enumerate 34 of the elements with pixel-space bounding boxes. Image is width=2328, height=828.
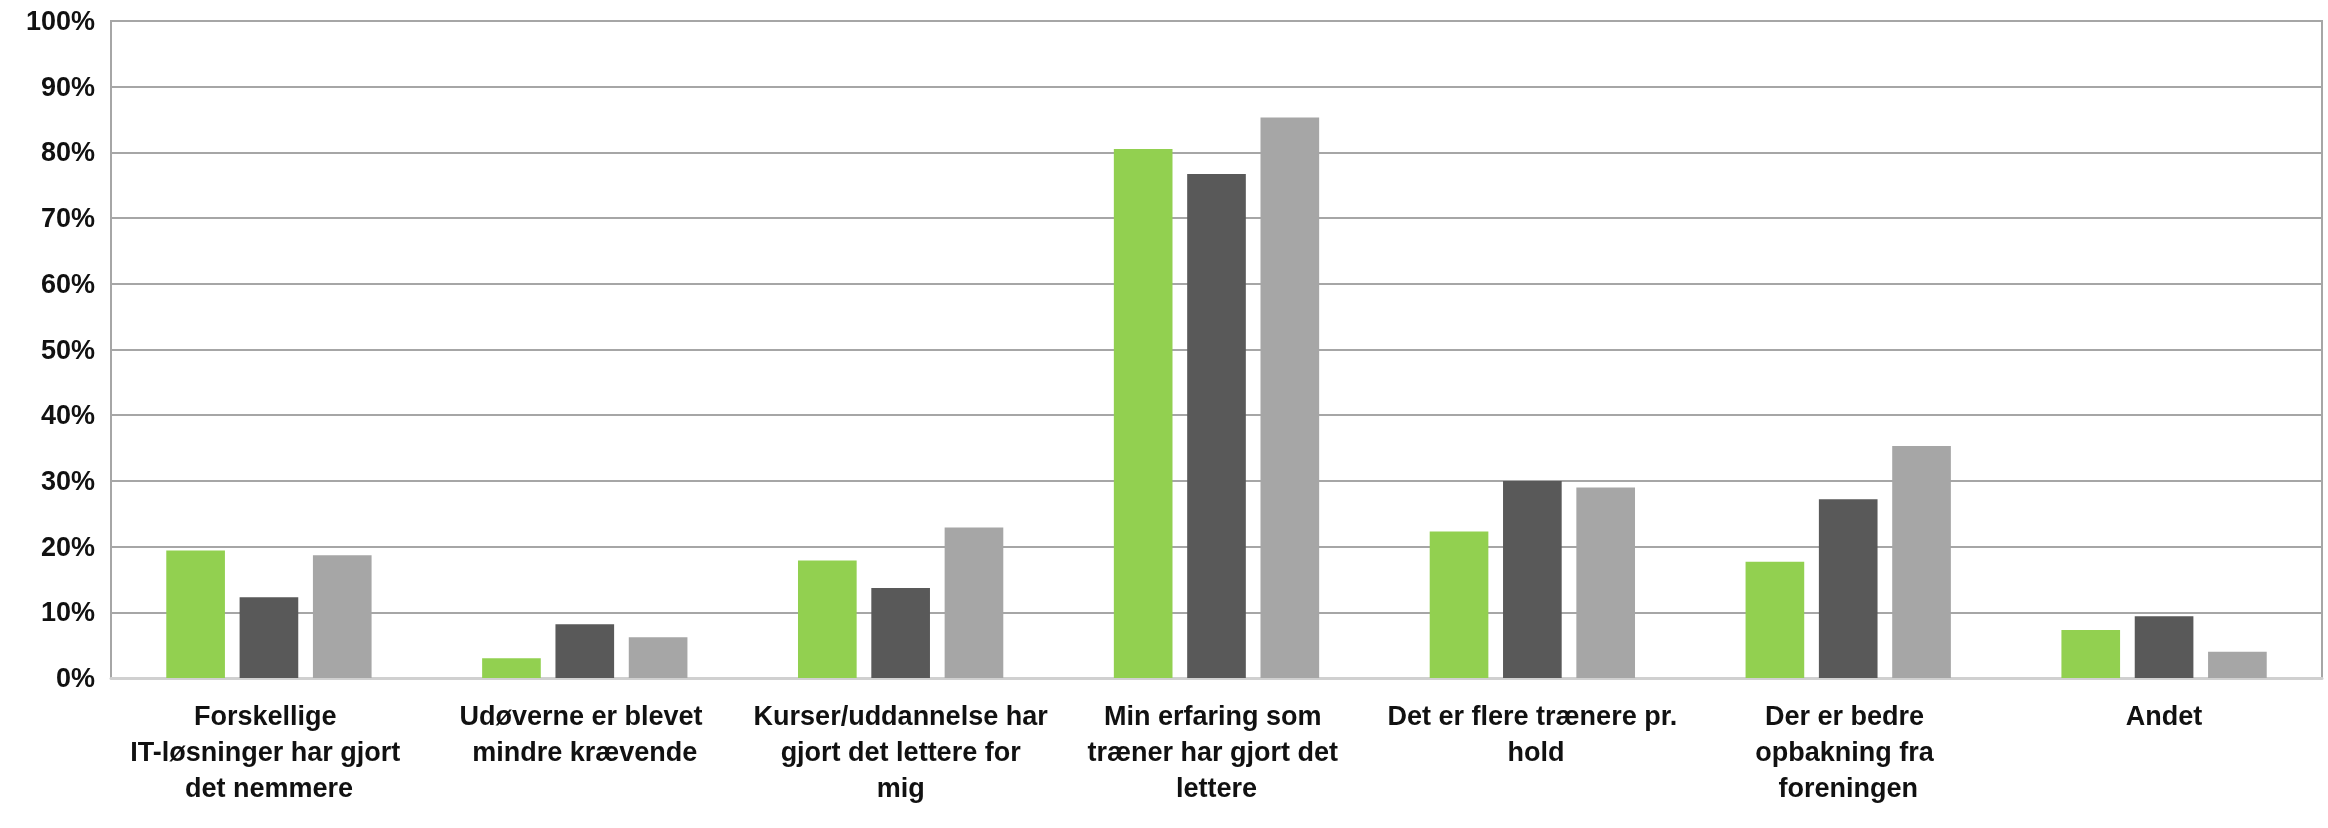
y-tick-label: 40% xyxy=(40,400,95,431)
y-tick-label: 10% xyxy=(40,597,95,628)
y-tick-label: 70% xyxy=(40,203,95,234)
y-tick-label: 90% xyxy=(40,71,95,102)
x-tick-label: Forskellige IT-løsninger har gjort det nemmere xyxy=(130,701,408,803)
bar xyxy=(1503,480,1562,678)
bar xyxy=(1429,531,1489,678)
y-tick-label: 50% xyxy=(40,334,95,365)
x-tick-label: Kurser/uddannelse har gjort det lettere for mig xyxy=(753,701,1049,803)
x-tick-label: Det er flere trænere pr. hold xyxy=(1387,701,1678,767)
bar xyxy=(1818,499,1878,678)
bar xyxy=(239,597,299,678)
y-tick-label: 30% xyxy=(40,465,95,496)
y-tick-label: 0% xyxy=(55,663,95,693)
bar xyxy=(2061,630,2121,678)
bar xyxy=(2208,651,2267,678)
bar xyxy=(482,658,541,678)
bar xyxy=(628,637,688,678)
y-tick-label: 80% xyxy=(40,137,95,168)
bar xyxy=(555,624,615,678)
bar xyxy=(1745,561,1805,678)
x-tick-label: Min erfaring som træner har gjort det lettere xyxy=(1087,701,1346,803)
bar xyxy=(1187,174,1246,678)
y-tick-label: 60% xyxy=(40,268,95,299)
x-tick-label: Der er bedre opbakning fra foreningen xyxy=(1755,701,1942,803)
bar xyxy=(166,550,225,678)
bar xyxy=(1113,149,1173,678)
bar xyxy=(2134,616,2194,678)
x-tick-label: Udøverne er blevet mindre krævende xyxy=(459,701,711,767)
bar xyxy=(797,560,857,678)
y-tick-label: 100% xyxy=(25,6,95,36)
x-tick-label: Andet xyxy=(2125,701,2203,731)
bar xyxy=(871,587,930,678)
y-tick-label: 20% xyxy=(40,531,95,562)
